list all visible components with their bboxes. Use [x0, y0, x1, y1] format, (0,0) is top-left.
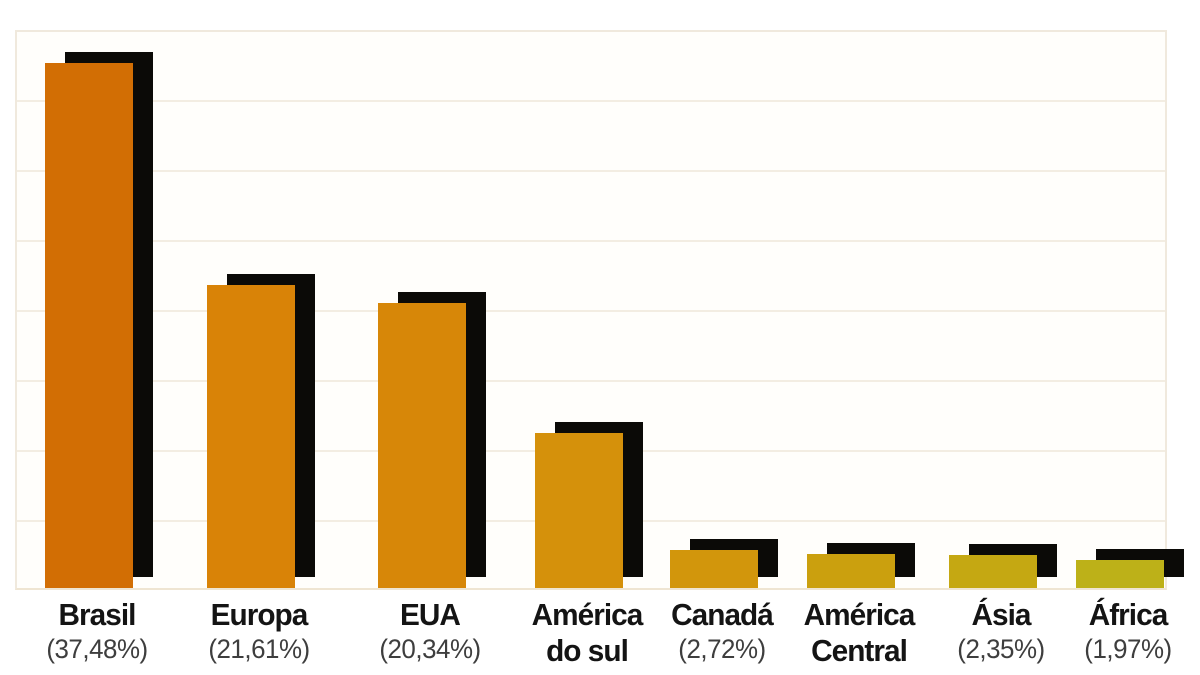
gridline [17, 310, 1165, 312]
category-label-america-do-sul: América do sul [472, 596, 702, 669]
category-name: África [1088, 597, 1169, 632]
category-labels: Brasil (37,48%) Europa (21,61%) EUA (20,34%) A… [0, 596, 1200, 675]
bar-europa [207, 285, 295, 588]
bar-brasil [45, 63, 133, 588]
category-label-canada: Canadá (2,72%) [607, 596, 837, 666]
bar-america-central [807, 554, 895, 588]
bar-america-do-sul [535, 433, 623, 588]
category-percent: (2,35%) [957, 634, 1045, 664]
category-percent: (21,61%) [208, 634, 310, 664]
bar-eua [378, 303, 466, 588]
category-name: EUA [400, 597, 461, 632]
category-name-line2: Central [811, 633, 908, 668]
category-name: Canadá [671, 597, 774, 632]
category-label-africa: África (1,97%) [1013, 596, 1200, 666]
bar-canada [670, 550, 758, 588]
category-percent: (37,48%) [46, 634, 148, 664]
plot-area [15, 30, 1184, 590]
category-label-america-central: América Central [744, 596, 974, 669]
bar-asia [949, 555, 1037, 588]
category-label-asia: Ásia (2,35%) [886, 596, 1116, 666]
category-percent: (2,72%) [678, 634, 766, 664]
category-percent: (20,34%) [379, 634, 481, 664]
category-name: Europa [210, 597, 309, 632]
category-name: América [531, 597, 644, 632]
category-label-brasil: Brasil (37,48%) [0, 596, 212, 666]
category-name: América [803, 597, 916, 632]
category-name: Brasil [58, 597, 137, 632]
category-label-eua: EUA (20,34%) [315, 596, 545, 666]
category-name: Ásia [971, 597, 1031, 632]
gridline [17, 170, 1165, 172]
gridline [17, 240, 1165, 242]
category-percent: (1,97%) [1084, 634, 1172, 664]
category-label-europa: Europa (21,61%) [144, 596, 374, 666]
gridline [17, 380, 1165, 382]
gridline [17, 100, 1165, 102]
category-name-line2: do sul [546, 633, 629, 668]
bar-africa [1076, 560, 1164, 588]
